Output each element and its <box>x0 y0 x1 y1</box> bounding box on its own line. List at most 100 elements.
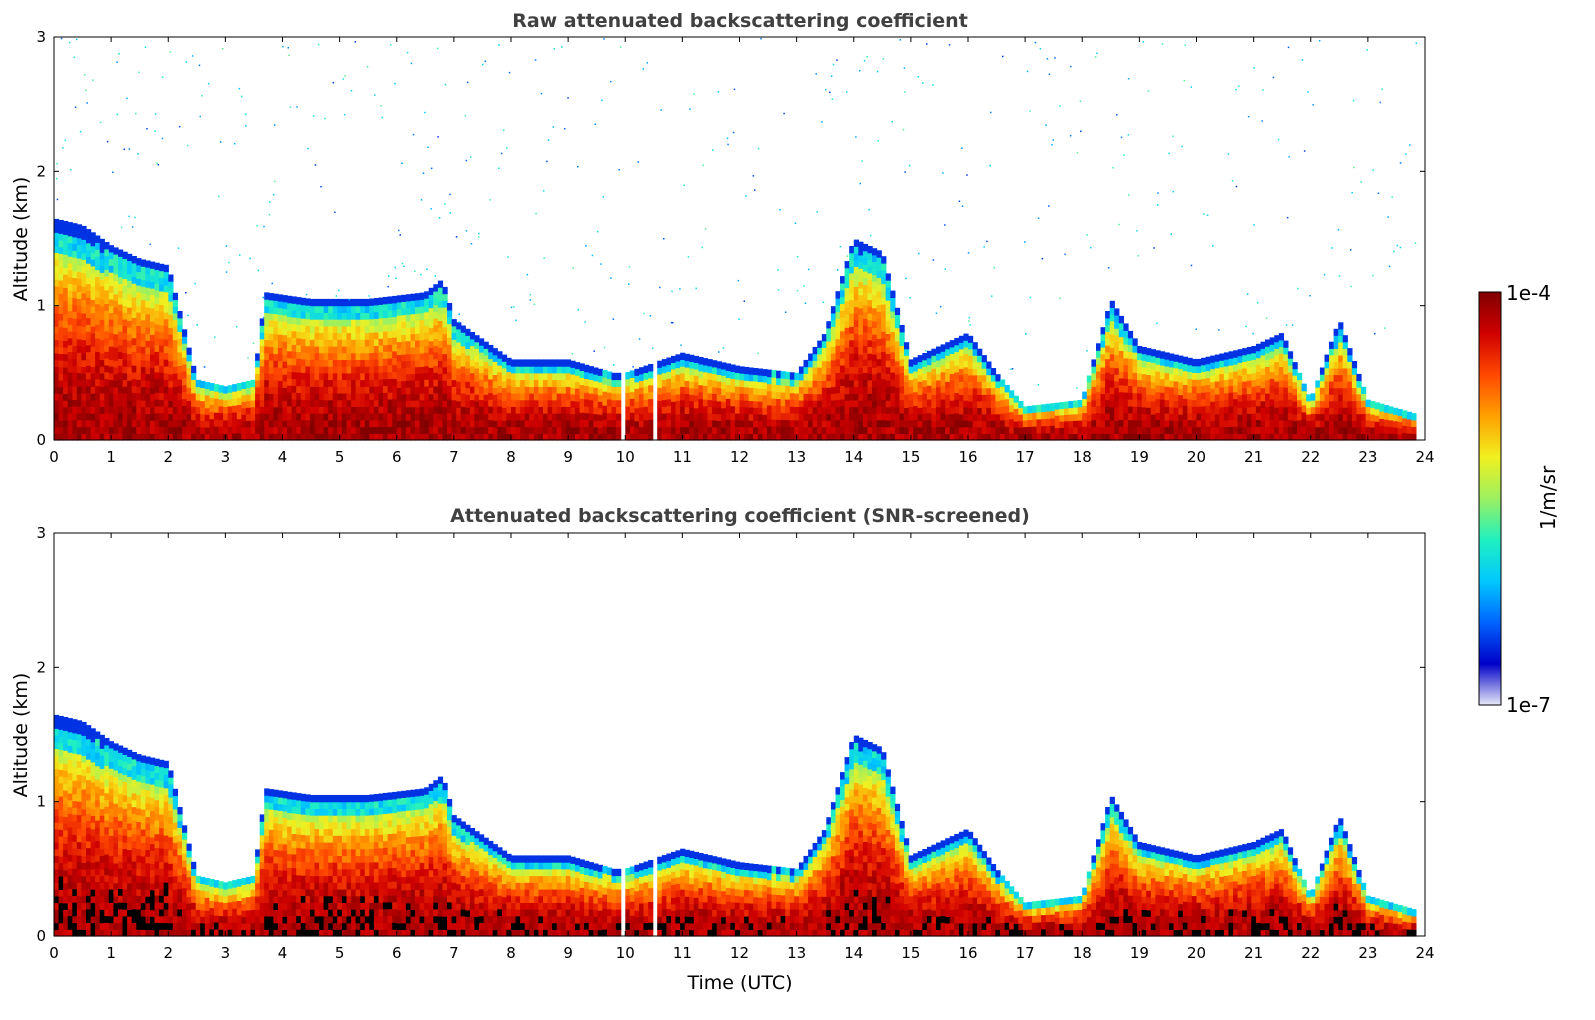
heatmap-cell <box>570 374 576 382</box>
heatmap-cell <box>1169 366 1175 375</box>
heatmap-cell <box>817 413 823 421</box>
heatmap-cell <box>597 375 603 383</box>
heatmap-cell <box>511 399 517 407</box>
heatmap-cell <box>894 373 901 382</box>
noise-speckle <box>1168 152 1170 155</box>
heatmap-cell <box>396 361 402 369</box>
heatmap-cell <box>867 266 873 274</box>
noise-speckle <box>449 212 451 214</box>
heatmap-cell <box>1004 391 1010 400</box>
heatmap-cell <box>1269 337 1275 345</box>
heatmap-cell <box>113 347 119 355</box>
heatmap-cell <box>1118 433 1124 441</box>
noise-speckle <box>469 156 472 158</box>
heatmap-cell <box>1242 433 1248 441</box>
heatmap-cell <box>433 379 439 387</box>
heatmap-cell <box>862 433 869 441</box>
heatmap-cell <box>675 360 681 369</box>
heatmap-cell <box>881 358 887 366</box>
noise-speckle <box>1338 275 1341 277</box>
heatmap-cell <box>264 379 270 387</box>
heatmap-cell <box>835 365 841 373</box>
heatmap-cell <box>259 406 265 414</box>
heatmap-cell <box>1022 419 1028 428</box>
heatmap-cell <box>707 413 713 421</box>
heatmap-cell <box>122 386 128 394</box>
heatmap-cell <box>1397 415 1403 423</box>
noise-speckle <box>477 236 480 238</box>
heatmap-cell <box>58 366 64 374</box>
heatmap-cell <box>625 399 631 407</box>
heatmap-cell <box>565 386 571 394</box>
heatmap-cell <box>1086 388 1092 396</box>
heatmap-cell <box>515 379 521 387</box>
heatmap-cell <box>538 359 544 367</box>
heatmap-cell <box>849 426 855 434</box>
heatmap-cell <box>1191 433 1198 441</box>
heatmap-cell <box>264 372 270 381</box>
heatmap-cell <box>734 426 741 434</box>
heatmap-cell <box>58 433 64 441</box>
heatmap-cell <box>844 426 850 434</box>
heatmap-cell <box>1141 360 1147 368</box>
heatmap-cell <box>305 413 311 421</box>
heatmap-cell <box>899 399 905 407</box>
noise-speckle <box>836 59 838 61</box>
heatmap-cell <box>570 393 576 401</box>
heatmap-cell <box>1297 406 1303 414</box>
x-tick-label: 0 <box>49 448 59 466</box>
heatmap-cell <box>163 325 169 333</box>
heatmap-cell <box>657 380 663 388</box>
heatmap-cell <box>858 380 864 388</box>
heatmap-cell <box>922 419 928 428</box>
heatmap-cell <box>849 292 855 301</box>
heatmap-cell <box>186 387 192 395</box>
heatmap-cell <box>72 223 78 231</box>
heatmap-cell <box>904 433 910 441</box>
heatmap-cell <box>479 399 485 407</box>
heatmap-cell <box>428 314 434 322</box>
heatmap-cell <box>890 385 896 394</box>
heatmap-cell <box>405 380 412 388</box>
noise-speckle <box>535 212 537 215</box>
heatmap-cell <box>922 359 928 367</box>
heatmap-cell <box>451 339 457 347</box>
heatmap-cell <box>844 327 850 335</box>
heatmap-cell <box>1196 392 1202 401</box>
heatmap-cell <box>712 426 718 434</box>
heatmap-cell <box>520 413 526 421</box>
heatmap-cell <box>460 426 466 434</box>
heatmap-cell <box>853 426 859 434</box>
heatmap-cell <box>305 419 311 428</box>
heatmap-cell <box>1018 401 1024 409</box>
heatmap-cell <box>1333 354 1339 362</box>
heatmap-cell <box>451 379 457 387</box>
heatmap-cell <box>415 366 421 374</box>
noise-speckle <box>366 66 369 68</box>
heatmap-cell <box>337 319 343 327</box>
heatmap-cell <box>698 363 704 372</box>
noise-speckle <box>726 137 729 139</box>
heatmap-cell <box>529 399 535 407</box>
heatmap-cell <box>1155 412 1161 420</box>
heatmap-cell <box>90 279 96 287</box>
heatmap-cell <box>730 371 736 379</box>
heatmap-cell <box>150 268 156 276</box>
heatmap-cell <box>803 420 809 428</box>
heatmap-cell <box>894 387 901 395</box>
heatmap-cell <box>1109 373 1115 381</box>
heatmap-cell <box>671 381 677 389</box>
heatmap-cell <box>1105 358 1111 366</box>
heatmap-cell <box>415 420 421 428</box>
heatmap-cell <box>113 273 119 282</box>
heatmap-cell <box>81 239 87 247</box>
heatmap-cell <box>894 360 901 368</box>
heatmap-cell <box>108 426 114 434</box>
heatmap-cell <box>524 413 530 421</box>
heatmap-cell <box>1223 365 1230 374</box>
heatmap-cell <box>204 407 210 415</box>
heatmap-cell <box>81 259 87 267</box>
heatmap-cell <box>552 393 558 401</box>
heatmap-cell <box>492 394 498 402</box>
heatmap-cell <box>1109 314 1115 322</box>
